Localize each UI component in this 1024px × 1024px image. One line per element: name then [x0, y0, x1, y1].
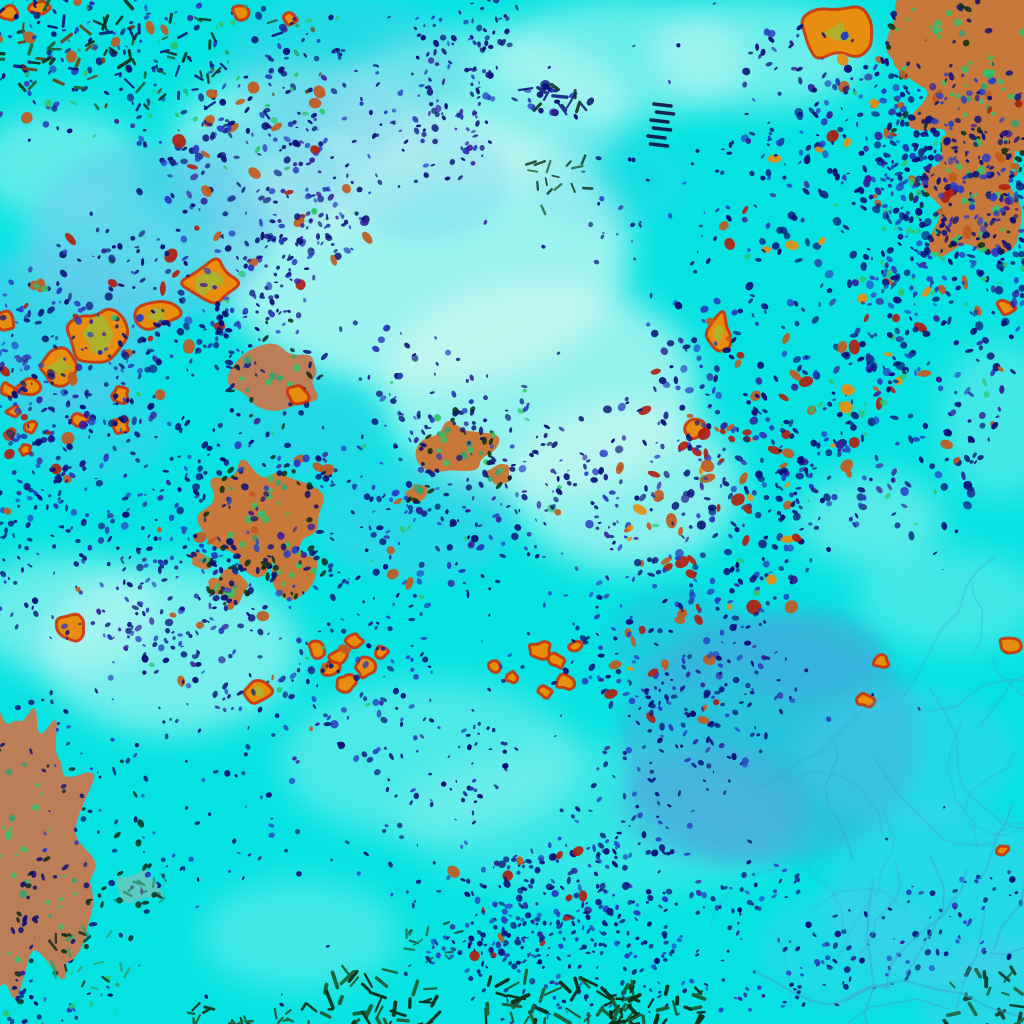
land-patch: [206, 576, 226, 596]
speckle-band: [412, 0, 519, 155]
burn-scar-blob: [307, 639, 327, 661]
burn-scar-blob: [504, 670, 520, 685]
chevron-stack: [646, 102, 676, 148]
speckle-band: [7, 2, 1023, 1022]
burn-scar-blob: [22, 419, 39, 435]
burn-scar-blob: [555, 672, 577, 691]
speckle-band: [588, 149, 731, 266]
cloud-street-chevrons: [646, 102, 676, 148]
land-patch: [268, 543, 333, 601]
speckle-band: [480, 427, 687, 692]
speckle-band: [315, 324, 585, 558]
burn-scar-blob: [343, 632, 365, 650]
ridge-cluster: [525, 154, 594, 216]
speckle-band: [447, 832, 641, 962]
burn-scar-blob: [54, 612, 86, 643]
burn-scar-blob: [855, 691, 877, 709]
burn-scar-blob: [998, 636, 1023, 655]
burn-scar-blob: [546, 651, 567, 670]
speckle-band: [859, 131, 1024, 317]
speckle-band: [0, 970, 120, 1024]
land-patch: [482, 456, 516, 490]
vein-streaks: [710, 806, 909, 1019]
speckle-band: [199, 137, 383, 377]
land-patch: [405, 480, 435, 504]
burn-scar-blob: [536, 684, 554, 700]
land-patch: [10, 849, 107, 963]
burn-scar-blob: [285, 384, 311, 406]
speckle-band: [777, 870, 1023, 1007]
ridge-cluster: [113, 872, 167, 904]
speckle-band: [279, 15, 492, 184]
vein-streaks: [751, 744, 1024, 1024]
burn-scar-blob: [180, 257, 241, 305]
ridge-cluster: [403, 920, 464, 964]
speckle-band: [344, 698, 519, 909]
burn-scar-blob: [18, 443, 33, 457]
ridge-cluster: [47, 925, 131, 990]
burn-scar-blob: [133, 299, 183, 331]
ridge-cluster: [517, 82, 588, 116]
speckle-band: [41, 674, 301, 882]
blue-vein-layer: [710, 555, 1024, 1024]
burn-scar-blob: [486, 659, 502, 675]
speckle-band: [559, 597, 809, 874]
ridge-cluster: [186, 1002, 335, 1024]
speckle-band: [547, 31, 1024, 628]
burn-scar-blob: [994, 844, 1011, 857]
speckle-band: [550, 404, 838, 753]
ridge-cluster: [942, 965, 1024, 1024]
burn-scar-blob: [527, 640, 552, 661]
speckle-band: [488, 863, 801, 966]
ridge-cluster: [94, 12, 284, 120]
vein-streaks: [873, 581, 1024, 847]
speckle-band: [425, 924, 484, 965]
burn-scar-blob: [0, 309, 16, 332]
ridge-cluster: [0, 0, 135, 93]
speckle-band: [721, 24, 993, 243]
burn-scar-blob: [871, 653, 891, 669]
speckle-band: [795, 39, 1024, 541]
speckle-band: [0, 490, 235, 689]
burn-scar-blob: [567, 639, 584, 653]
vein-streaks: [752, 555, 1024, 849]
burn-scar-blob: [800, 5, 874, 60]
land-patch: [886, 0, 993, 81]
speckle-band: [107, 408, 485, 776]
ridge-cluster: [608, 982, 707, 1024]
